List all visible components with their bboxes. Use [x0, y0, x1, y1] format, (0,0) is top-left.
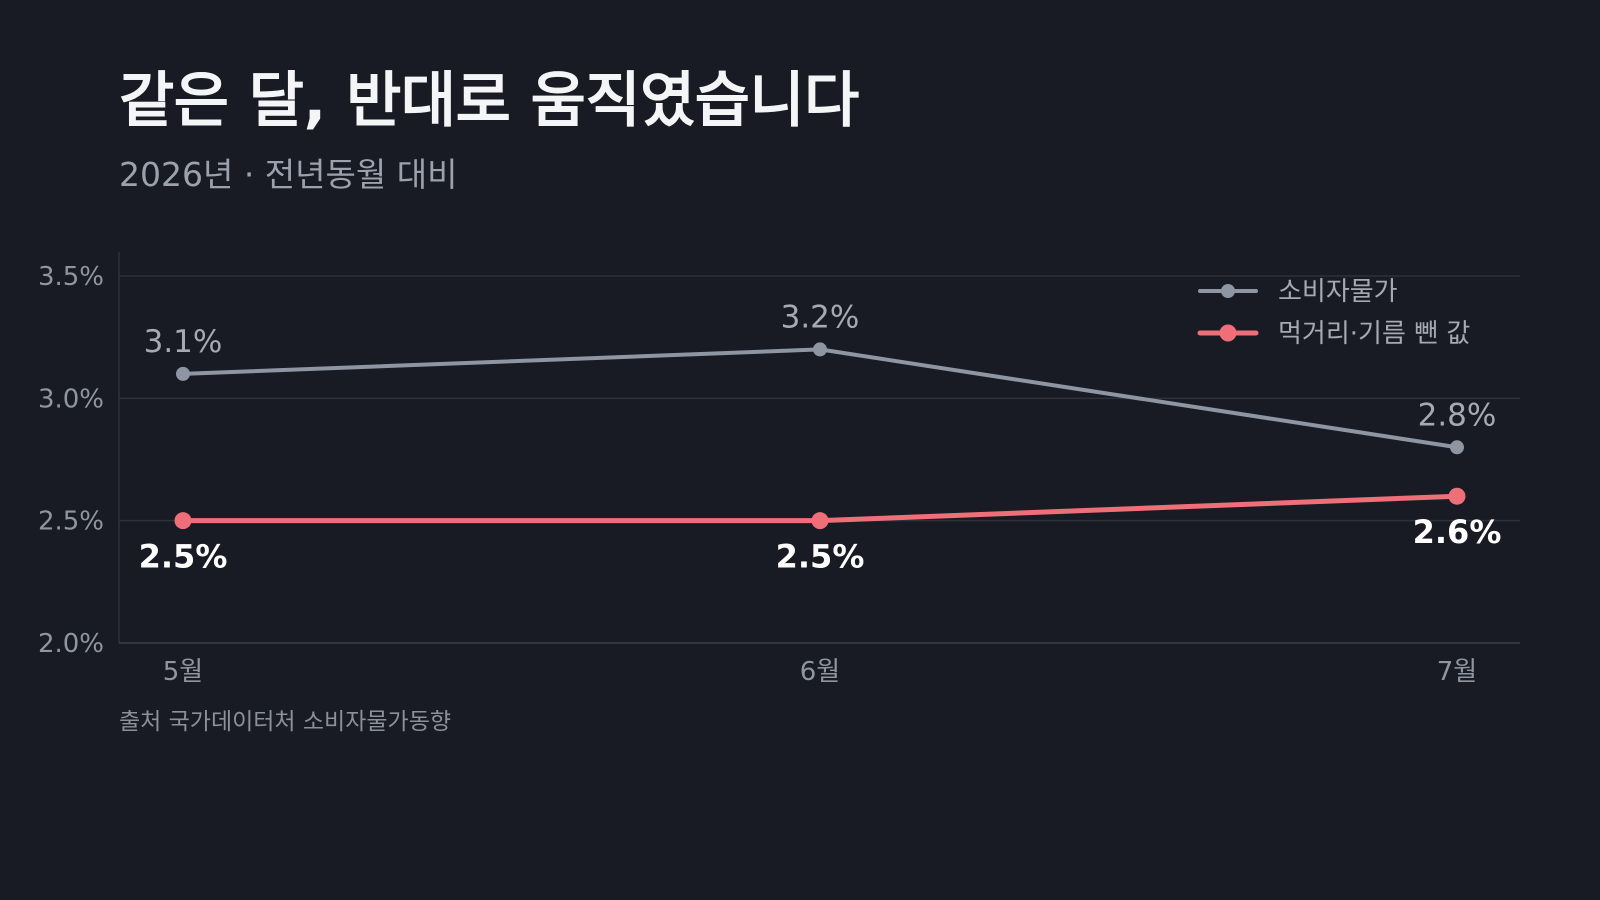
y-tick-label: 3.0% [38, 384, 104, 414]
data-point-cpi [1450, 440, 1464, 455]
y-tick-label: 3.5% [38, 262, 104, 292]
y-tick-label: 2.5% [38, 507, 104, 537]
chart-subtitle: 2026년 · 전년동월 대비 [119, 155, 458, 194]
data-label-cpi: 2.8% [1418, 397, 1497, 433]
axes: 2.0% 2.5% 3.0% 3.5% 5월 6월 7월 [38, 252, 1520, 687]
data-labels: 3.1% 3.2% 2.8% 2.5% 2.5% 2.6% [139, 299, 1502, 575]
legend-label: 소비자물가 [1278, 277, 1398, 307]
data-point-core [1448, 487, 1466, 505]
data-label-core: 2.5% [776, 538, 865, 576]
data-label-core: 2.6% [1413, 513, 1502, 551]
data-point-core [174, 512, 192, 530]
data-label-cpi: 3.2% [781, 299, 860, 335]
data-point-cpi [813, 342, 827, 357]
x-tick-label: 6월 [800, 657, 840, 687]
legend-swatch-marker [1219, 324, 1237, 342]
legend-swatch-marker [1221, 284, 1235, 298]
data-point-core [811, 512, 829, 530]
data-point-cpi [176, 366, 190, 381]
data-label-cpi: 3.1% [144, 324, 223, 360]
x-tick-label: 7월 [1437, 657, 1477, 687]
legend-label: 먹거리·기름 뺀 값 [1278, 319, 1470, 349]
x-tick-label: 5월 [163, 657, 203, 687]
data-label-core: 2.5% [139, 538, 228, 576]
source-note: 출처 국가데이터처 소비자물가동향 [119, 709, 452, 735]
y-tick-label: 2.0% [38, 629, 104, 659]
chart-title: 같은 달, 반대로 움직였습니다 [119, 66, 859, 136]
series [174, 342, 1466, 530]
